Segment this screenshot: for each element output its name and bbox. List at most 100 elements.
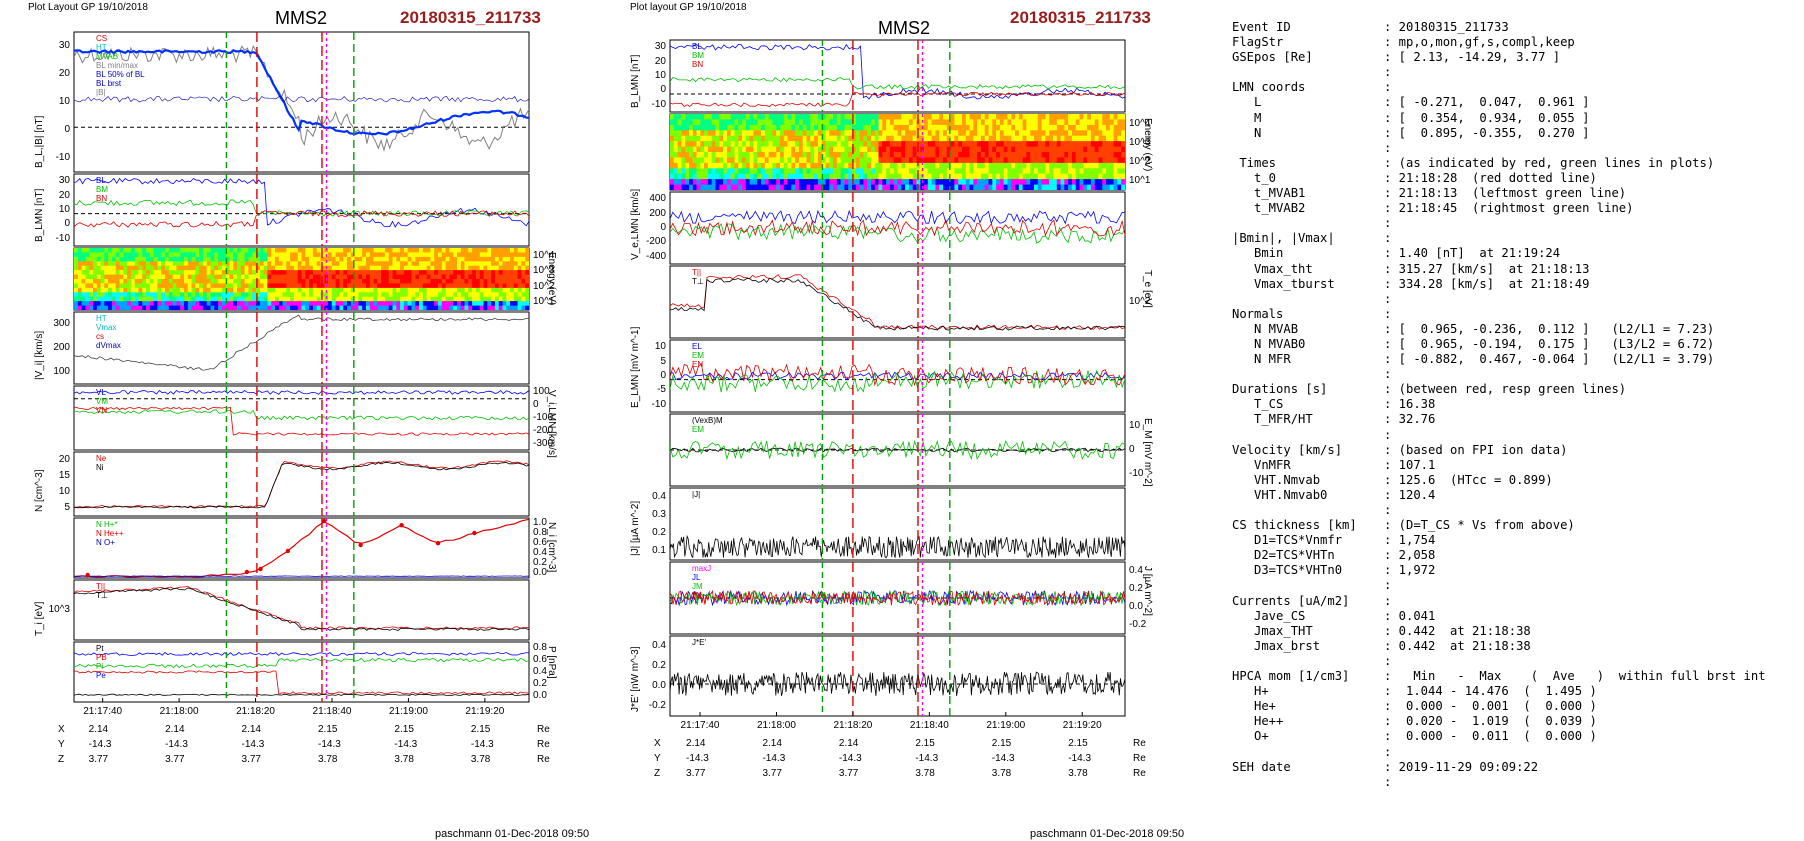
left-spectrogram-cell	[491, 265, 496, 271]
middle-spectrogram-cell	[973, 135, 978, 142]
left-spectrogram-cell	[441, 252, 447, 258]
left-y-tick-label: 10^4	[533, 249, 555, 261]
middle-spectrogram-cell	[833, 168, 838, 175]
left-spectrogram-cell	[206, 279, 212, 284]
middle-spectrogram-cell	[1030, 168, 1035, 175]
middle-spectrogram-cell	[696, 135, 701, 142]
left-spectrogram-cell	[161, 270, 166, 276]
left-spectrogram-cell	[187, 248, 193, 253]
middle-spectrogram-cell	[905, 124, 910, 131]
middle-spectrogram-cell	[1056, 184, 1062, 190]
middle-spectrogram-cell	[912, 146, 918, 153]
middle-spectrogram-cell	[677, 135, 682, 142]
left-spectrogram-cell	[221, 248, 227, 253]
left-data-point	[244, 569, 250, 575]
middle-spectrogram-cell	[912, 179, 918, 186]
left-spectrogram-cell	[278, 296, 284, 302]
middle-spectrogram-cell	[730, 184, 736, 190]
left-spectrogram-cell	[286, 296, 291, 302]
left-spectrogram-cell	[142, 265, 147, 271]
left-spectrogram-cell	[89, 274, 94, 280]
middle-spectrogram-cell	[1087, 179, 1092, 186]
middle-spectrogram-cell	[689, 114, 694, 120]
middle-spectrogram-cell	[912, 119, 918, 126]
left-spectrogram-cell	[343, 292, 348, 298]
middle-spectrogram-cell	[1041, 141, 1046, 148]
left-spectrogram-cell	[354, 305, 359, 310]
left-y-tick-label: 0.6	[533, 537, 547, 548]
middle-spectrogram-cell	[1018, 162, 1024, 169]
middle-spectrogram-cell	[836, 162, 842, 169]
middle-spectrogram-cell	[882, 152, 887, 158]
info-value: : 315.27 [km/s] at 21:18:13	[1384, 261, 1590, 276]
left-spectrogram-cell	[165, 248, 170, 253]
middle-series-line	[670, 534, 1125, 559]
middle-spectrogram-cell	[996, 152, 1001, 158]
left-spectrogram-cell	[275, 248, 280, 253]
left-spectrogram-cell	[369, 301, 375, 307]
left-spectrogram-cell	[388, 292, 394, 298]
left-spectrogram-cell	[377, 256, 382, 262]
left-spectrogram-cell	[388, 301, 394, 307]
middle-spectrogram-cell	[1056, 130, 1062, 137]
left-spectrogram-cell	[498, 265, 504, 271]
left-spectrogram-cell	[384, 274, 390, 280]
left-pos-value: 2.14	[241, 724, 261, 735]
middle-spectrogram-cell	[696, 146, 701, 153]
left-spectrogram-cell	[347, 270, 352, 276]
middle-spectrogram-cell	[1121, 114, 1125, 120]
middle-spectrogram-cell	[977, 119, 982, 126]
left-spectrogram-cell	[411, 305, 416, 310]
middle-spectrogram-cell	[897, 141, 902, 148]
left-spectrogram-cell	[491, 252, 496, 258]
middle-spectrogram-cell	[704, 135, 709, 142]
left-spectrogram-cell	[479, 265, 485, 271]
info-key	[1232, 578, 1384, 593]
middle-spectrogram-cell	[833, 119, 838, 126]
middle-spectrogram-cell	[908, 114, 914, 120]
middle-spectrogram-cell	[719, 168, 724, 175]
left-spectrogram-cell	[460, 256, 466, 262]
middle-spectrogram-cell	[886, 173, 891, 180]
left-pos-row-label: Z	[58, 754, 65, 765]
middle-spectrogram-cell	[1094, 141, 1100, 148]
left-spectrogram-cell	[358, 248, 363, 253]
middle-legend-entry: T⊥	[692, 277, 704, 286]
middle-spectrogram-cell	[999, 168, 1005, 175]
middle-spectrogram-cell	[787, 135, 792, 142]
middle-spectrogram-cell	[1071, 141, 1077, 148]
middle-spectrogram-cell	[1007, 152, 1012, 158]
left-spectrogram-cell	[506, 274, 511, 280]
middle-spectrogram-cell	[954, 162, 959, 169]
left-spectrogram-cell	[96, 252, 102, 258]
middle-spectrogram-cell	[954, 184, 959, 190]
middle-spectrogram-cell	[1034, 179, 1039, 186]
left-spectrogram-cell	[180, 274, 185, 280]
middle-pos-value: 2.14	[686, 738, 706, 749]
middle-spectrogram-cell	[833, 179, 838, 186]
left-spectrogram-cell	[293, 301, 299, 307]
middle-spectrogram-cell	[753, 184, 758, 190]
left-spectrogram-cell	[153, 305, 158, 310]
left-spectrogram-cell	[494, 248, 500, 253]
middle-spectrogram-cell	[1094, 124, 1100, 131]
middle-spectrogram-cell	[776, 141, 781, 148]
middle-spectrogram-cell	[726, 135, 732, 142]
left-spectrogram-cell	[100, 283, 105, 289]
info-row: D3=TCS*VHTn0: 1,972	[1232, 563, 1766, 578]
middle-spectrogram-cell	[943, 130, 948, 137]
left-spectrogram-cell	[347, 292, 352, 298]
left-spectrogram-cell	[366, 283, 371, 289]
left-spectrogram-cell	[426, 265, 431, 271]
middle-spectrogram-cell	[878, 119, 883, 126]
middle-spectrogram-cell	[992, 179, 997, 186]
middle-spectrogram-cell	[1087, 124, 1092, 131]
middle-spectrogram-cell	[1026, 141, 1031, 148]
middle-spectrogram-cell	[1037, 114, 1043, 120]
middle-spectrogram-cell	[878, 141, 883, 148]
left-spectrogram-cell	[74, 296, 79, 302]
left-spectrogram-cell	[331, 265, 337, 271]
middle-spectrogram-cell	[980, 179, 986, 186]
left-spectrogram-cell	[172, 283, 177, 289]
middle-spectrogram-cell	[886, 146, 891, 153]
